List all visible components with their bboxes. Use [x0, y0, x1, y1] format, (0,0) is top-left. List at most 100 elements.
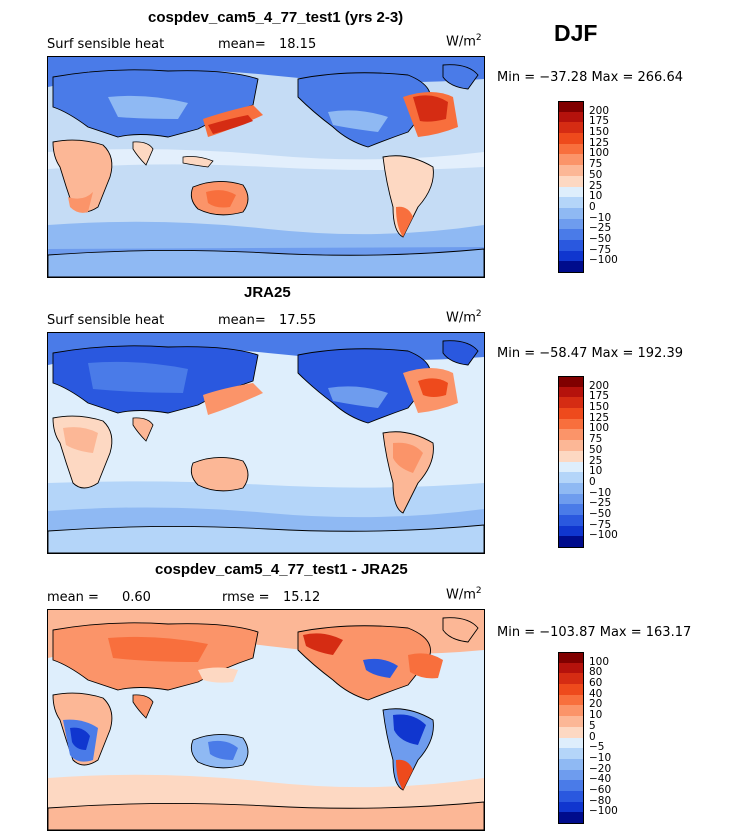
- colorbar-tick-label: −100: [589, 805, 618, 818]
- panel-3-mean-value: 0.60: [122, 590, 151, 605]
- panel-1-title: cospdev_cam5_4_77_test1 (yrs 2-3): [148, 9, 404, 26]
- colorbar-tick-label: 80: [589, 666, 603, 679]
- colorbar-tick-label: −50: [589, 232, 612, 245]
- colorbar-tick-label: 125: [589, 136, 610, 149]
- colorbar-swatch: [558, 514, 584, 526]
- colorbar-tick-label: 10: [589, 190, 603, 203]
- panel-2-units: W/m2: [446, 309, 482, 326]
- colorbar-tick-label: 100: [589, 147, 610, 160]
- colorbar-tick-label: 200: [589, 104, 610, 117]
- colorbar-tick-label: −60: [589, 783, 612, 796]
- colorbar-swatch: [558, 154, 584, 166]
- colorbar-tick-label: 75: [589, 158, 603, 171]
- panel-1-map: [47, 56, 485, 278]
- panel-2-min-max: Min = −58.47 Max = 192.39: [497, 346, 683, 361]
- colorbar-swatch: [558, 662, 584, 674]
- colorbar-swatch: [558, 673, 584, 685]
- panel-2-mean-label: mean=: [218, 313, 266, 328]
- colorbar-tick-label: 20: [589, 698, 603, 711]
- colorbar-swatch: [558, 461, 584, 473]
- colorbar-swatch: [558, 493, 584, 505]
- colorbar-tick-label: −50: [589, 507, 612, 520]
- colorbar-tick-label: 100: [589, 655, 610, 668]
- colorbar-swatch: [558, 450, 584, 462]
- colorbar-swatch: [558, 397, 584, 409]
- colorbar-swatch: [558, 143, 584, 155]
- colorbar-tick-label: 175: [589, 115, 610, 128]
- colorbar-swatch: [558, 684, 584, 695]
- season-label: DJF: [554, 20, 598, 46]
- colorbar-tick-label: −75: [589, 243, 612, 256]
- colorbar-tick-label: 75: [589, 433, 603, 446]
- panel-1-colorbar: 200 175 150 125 100 75 50 25 10 0 −10 −25 −50 −75 −100: [558, 101, 618, 273]
- colorbar-tick-label: 25: [589, 454, 603, 467]
- colorbar-tick-label: 25: [589, 179, 603, 192]
- panel-2-map: [47, 332, 485, 554]
- panel-3-units: W/m2: [446, 586, 482, 603]
- colorbar-tick-label: 40: [589, 687, 603, 700]
- panel-2-colorbar: 200 175 150 125 100 75 50 25 10 0 −10 −25 −50 −75 −100: [558, 376, 618, 548]
- colorbar-swatch: [558, 504, 584, 515]
- colorbar-swatch: [558, 801, 584, 813]
- colorbar-swatch: [558, 122, 584, 134]
- colorbar-tick-label: 0: [589, 475, 596, 488]
- colorbar-tick-label: 10: [589, 709, 603, 722]
- colorbar-swatch: [558, 652, 584, 664]
- colorbar-tick-label: 5: [589, 719, 596, 732]
- colorbar-swatch: [558, 250, 584, 262]
- colorbar-tick-label: 125: [589, 411, 610, 424]
- colorbar-tick-label: −100: [589, 254, 618, 267]
- colorbar-tick-label: −20: [589, 762, 612, 775]
- colorbar-swatch: [558, 101, 584, 113]
- colorbar-tick-label: −5: [589, 741, 605, 754]
- panel-3-title: cospdev_cam5_4_77_test1 - JRA25: [155, 561, 408, 578]
- colorbar-swatch: [558, 111, 584, 123]
- colorbar-swatch: [558, 239, 584, 251]
- colorbar-swatch: [558, 165, 584, 176]
- panel-1-units: W/m2: [446, 33, 482, 50]
- colorbar-swatch: [558, 780, 584, 791]
- colorbar-tick-label: 100: [589, 422, 610, 435]
- colorbar-swatch: [558, 726, 584, 738]
- colorbar-tick-label: 0: [589, 200, 596, 213]
- colorbar-swatch: [558, 758, 584, 770]
- colorbar-swatch: [558, 525, 584, 537]
- colorbar-tick-label: −10: [589, 751, 612, 764]
- colorbar-swatch: [558, 769, 584, 781]
- panel-3-mean-label: mean =: [47, 590, 99, 605]
- colorbar-swatch: [558, 429, 584, 441]
- colorbar-tick-label: 150: [589, 401, 610, 414]
- panel-1-mean-label: mean=: [218, 37, 266, 52]
- colorbar-tick-label: −80: [589, 794, 612, 807]
- colorbar-swatch: [558, 229, 584, 240]
- colorbar-swatch: [558, 790, 584, 802]
- panel-3-min-max: Min = −103.87 Max = 163.17: [497, 625, 692, 640]
- colorbar-swatch: [558, 376, 584, 388]
- colorbar-swatch: [558, 812, 584, 824]
- colorbar-swatch: [558, 261, 584, 273]
- colorbar-tick-label: −75: [589, 518, 612, 531]
- colorbar-swatch: [558, 418, 584, 430]
- colorbar-tick-label: 60: [589, 677, 603, 690]
- colorbar-swatch: [558, 440, 584, 451]
- colorbar-tick-label: 0: [589, 730, 596, 743]
- panel-1-min-max: Min = −37.28 Max = 266.64: [497, 70, 683, 85]
- panel-3-rmse-label: rmse =: [222, 590, 270, 605]
- colorbar-swatch: [558, 218, 584, 230]
- colorbar-tick-label: 50: [589, 443, 603, 456]
- colorbar-swatch: [558, 472, 584, 483]
- panel-3-colorbar: 100 80 60 40 20 10 5 0 −5 −10 −20 −40 −60 −80 −100: [558, 652, 618, 824]
- colorbar-swatch: [558, 716, 584, 727]
- colorbar-swatch: [558, 186, 584, 198]
- colorbar-tick-label: −25: [589, 222, 612, 235]
- colorbar-swatch: [558, 175, 584, 187]
- panel-2-title: JRA25: [244, 284, 291, 301]
- colorbar-swatch: [558, 705, 584, 717]
- colorbar-swatch: [558, 133, 584, 144]
- colorbar-swatch: [558, 207, 584, 219]
- panel-1-variable-label: Surf sensible heat: [47, 37, 165, 52]
- colorbar-tick-label: 50: [589, 168, 603, 181]
- colorbar-tick-label: 200: [589, 379, 610, 392]
- colorbar-swatch: [558, 536, 584, 548]
- colorbar-swatch: [558, 386, 584, 398]
